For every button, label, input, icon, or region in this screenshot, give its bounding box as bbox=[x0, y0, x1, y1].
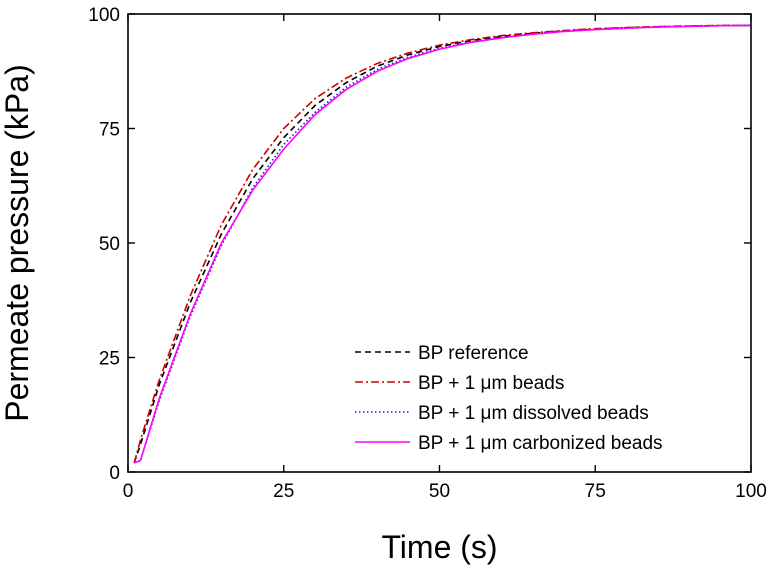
legend-label-3: BP + 1 μm dissolved beads bbox=[418, 403, 649, 424]
plot-lines bbox=[133, 24, 752, 464]
x-tick-label: 25 bbox=[273, 481, 294, 502]
y-tick-label: 50 bbox=[99, 234, 120, 255]
y-tick-label: 75 bbox=[99, 120, 120, 141]
y-tick-label: 0 bbox=[109, 463, 120, 484]
series-line-1 bbox=[133, 24, 752, 464]
y-axis-label: Permeate pressure (kPa) bbox=[0, 64, 35, 421]
axis-ticks bbox=[127, 13, 752, 473]
tick-labels: 0 25 50 75 100 0 25 50 75 100 bbox=[88, 5, 767, 502]
x-tick-label: 50 bbox=[429, 481, 450, 502]
legend-label-4: BP + 1 μm carbonized beads bbox=[418, 433, 663, 454]
x-tick-label: 75 bbox=[585, 481, 606, 502]
legend: BP reference BP + 1 μm beads BP + 1 μm dis… bbox=[355, 343, 663, 454]
y-tick-label: 100 bbox=[88, 5, 120, 26]
series-line-3 bbox=[133, 24, 752, 464]
x-tick-label: 100 bbox=[735, 481, 767, 502]
legend-label-1: BP reference bbox=[418, 343, 529, 364]
series-line-2 bbox=[133, 24, 751, 464]
legend-label-2: BP + 1 μm beads bbox=[418, 373, 564, 394]
y-tick-label: 25 bbox=[99, 349, 120, 370]
series-line-4 bbox=[133, 24, 752, 464]
x-tick-label: 0 bbox=[123, 481, 134, 502]
x-axis-label: Time (s) bbox=[381, 529, 497, 565]
